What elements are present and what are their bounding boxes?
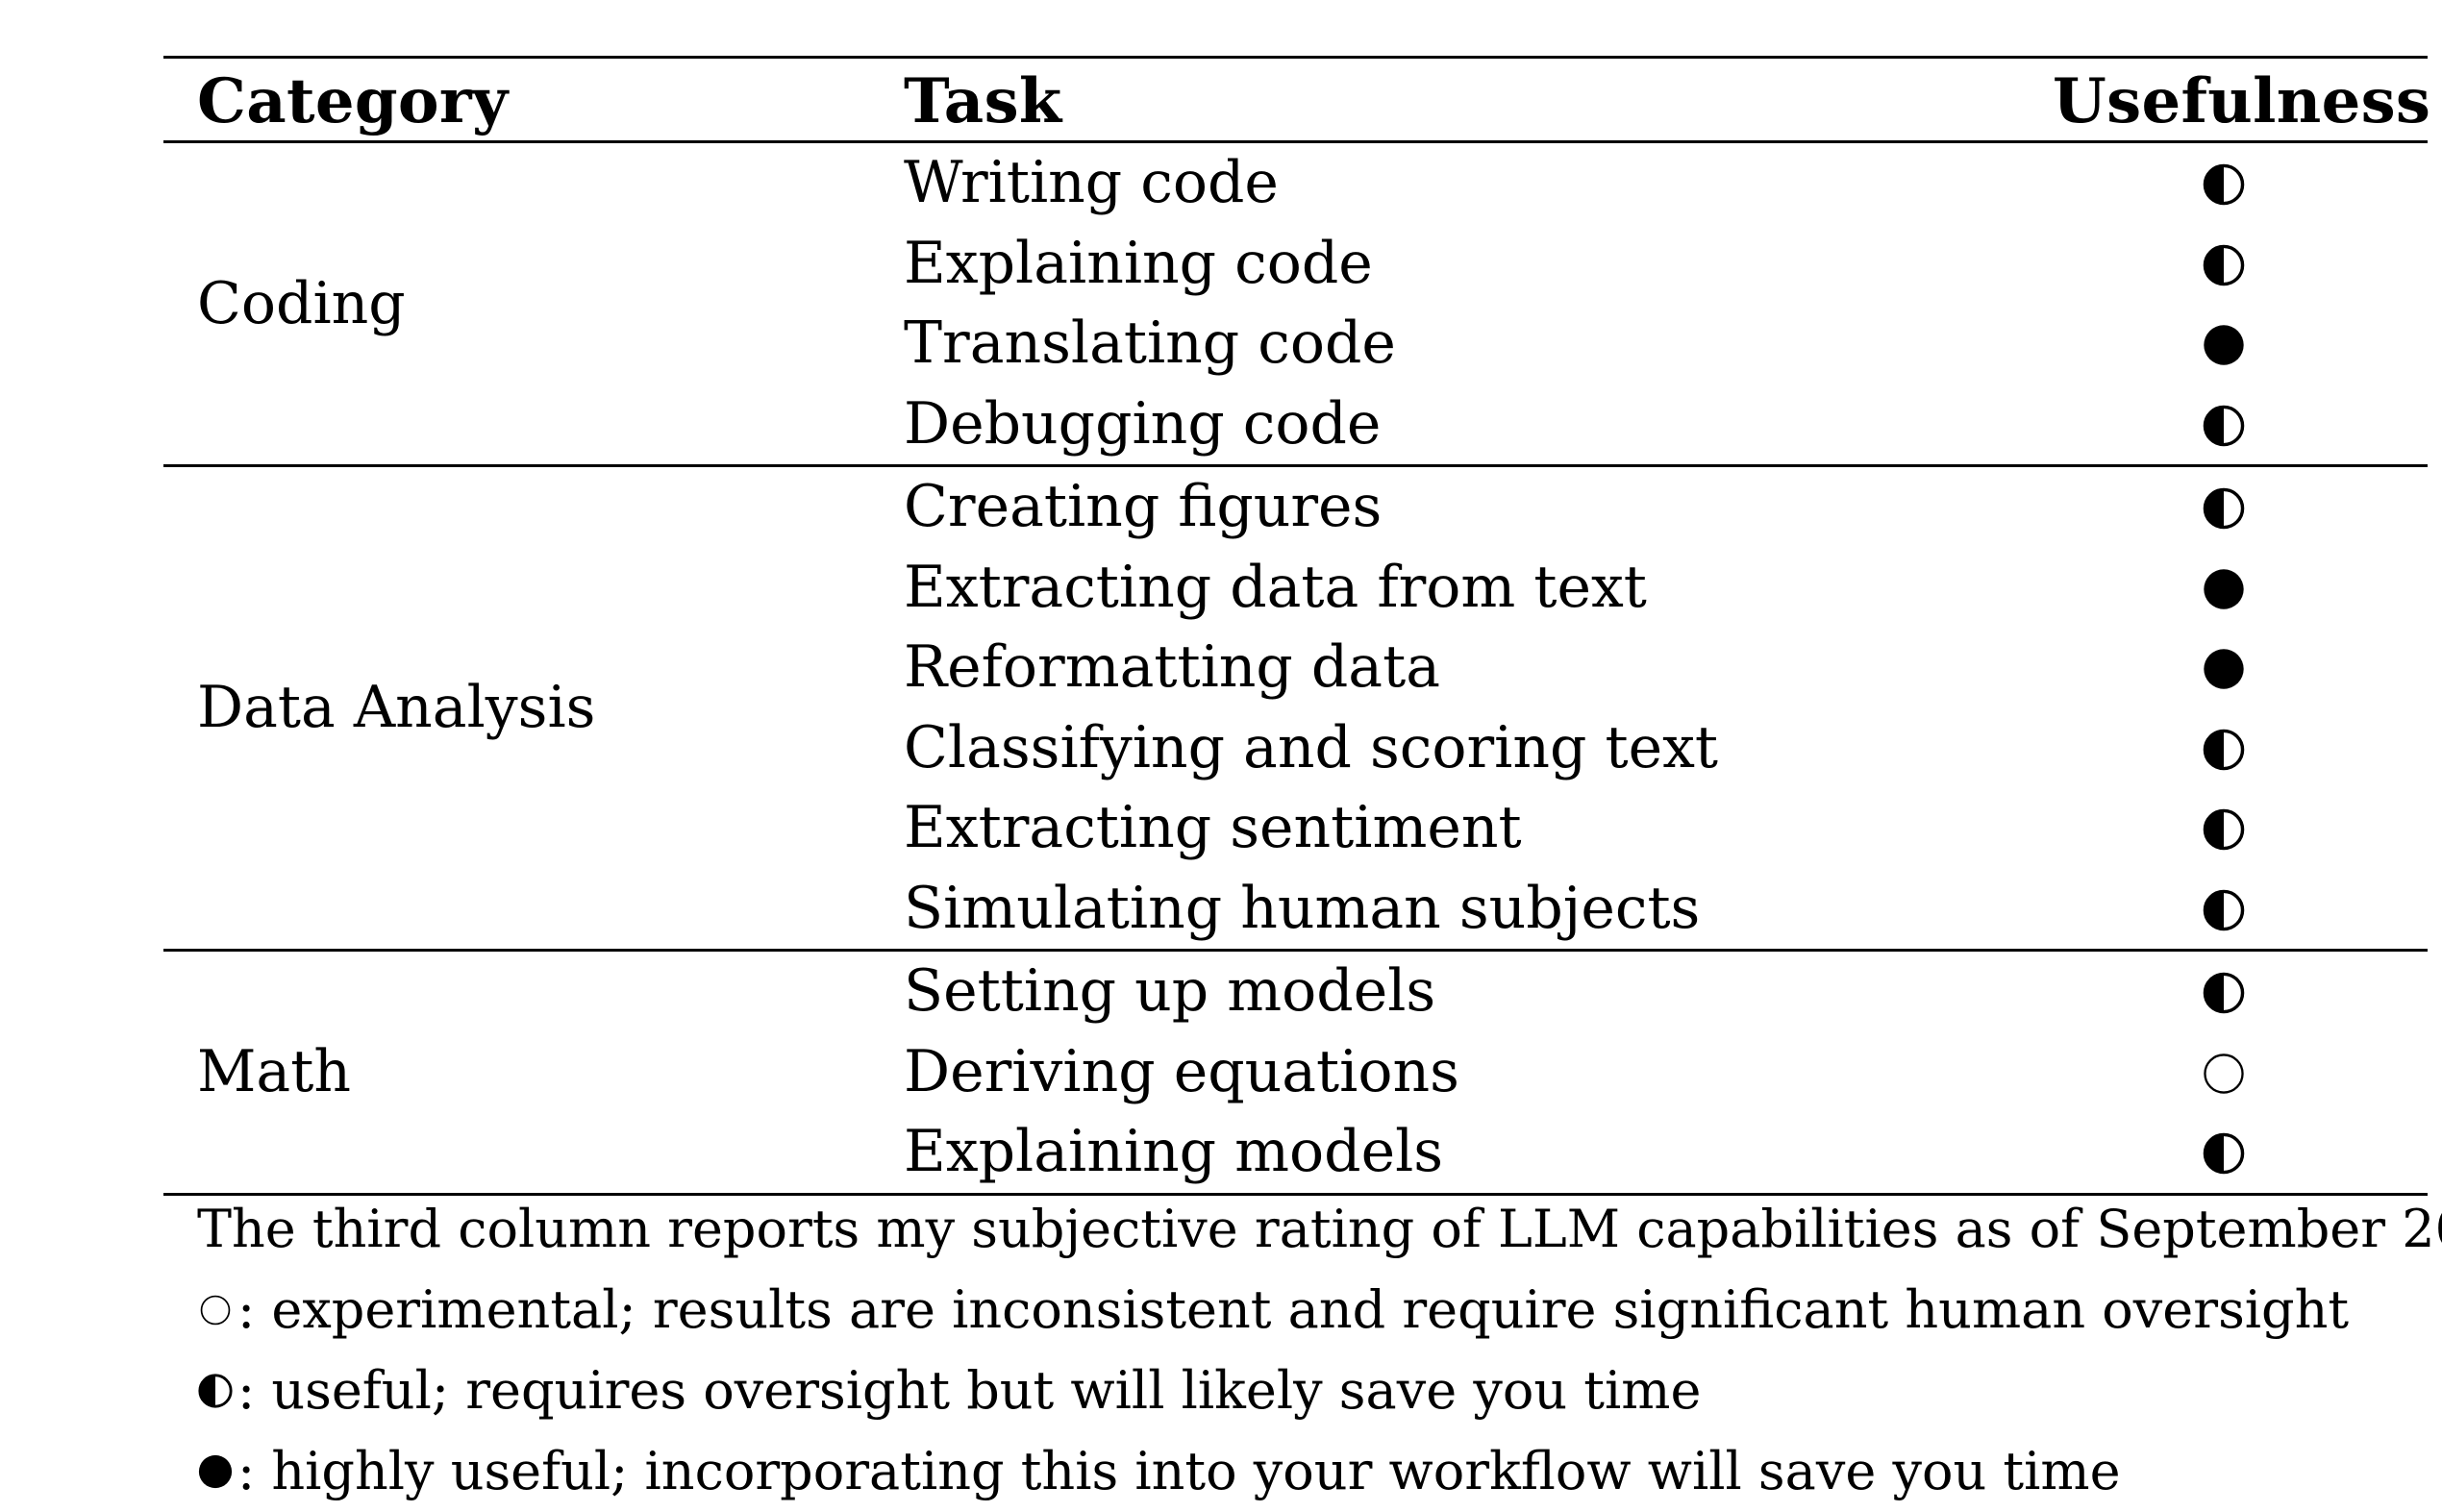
filled-circle-icon [2204, 325, 2244, 365]
empty-circle-icon [200, 1295, 231, 1326]
table-body: Writing code Explaining code Translating c… [163, 143, 2428, 1196]
table-row: Writing code [163, 143, 2428, 224]
legend-intro: The third column reports my subjective r… [197, 1189, 2442, 1270]
half-filled-circle-icon [2203, 405, 2245, 446]
task-cell: Explaining code [904, 229, 1373, 297]
half-filled-circle-icon [2203, 244, 2245, 285]
task-cell: Reformatting data [904, 633, 1440, 701]
half-filled-circle-icon [2203, 889, 2245, 930]
empty-circle-icon [2204, 1053, 2244, 1094]
half-filled-circle-icon [2203, 1132, 2245, 1175]
half-filled-circle-icon [2203, 729, 2245, 770]
half-filled-circle-icon [2203, 808, 2245, 851]
table-row: Translating code [163, 304, 2428, 384]
group-rule [163, 464, 2428, 467]
usefulness-cell [2202, 243, 2246, 287]
task-cell: Deriving equations [904, 1037, 1459, 1105]
half-filled-circle-icon [198, 1374, 233, 1408]
table-row: Setting up models [163, 952, 2428, 1032]
bottom-rule [163, 1192, 2428, 1196]
task-cell: Explaining models [904, 1118, 1444, 1185]
filled-circle-icon [2204, 568, 2244, 609]
table-row: Reformatting data [163, 628, 2428, 708]
legend-symbol [197, 1453, 234, 1490]
legend-item-text: : highly useful; incorporating this into… [237, 1441, 2121, 1501]
task-cell: Setting up models [904, 957, 1436, 1025]
legend: The third column reports my subjective r… [197, 1189, 2442, 1512]
filled-circle-icon [2204, 649, 2244, 689]
table-row: Explaining code [163, 224, 2428, 305]
usefulness-cell [2202, 404, 2246, 448]
table-group: Setting up models Deriving equations Expla… [163, 952, 2428, 1193]
usefulness-cell [2202, 971, 2246, 1015]
header-task: Task [904, 65, 1062, 137]
usefulness-cell [2202, 323, 2246, 367]
task-cell: Simulating human subjects [904, 874, 1701, 942]
usefulness-cell [2202, 162, 2246, 207]
table-row: Extracting data from text [163, 548, 2428, 629]
legend-symbol [197, 1373, 234, 1409]
legend-items: : experimental; results are inconsistent… [197, 1270, 2428, 1512]
legend-intro-text: The third column reports my subjective r… [197, 1199, 2442, 1259]
usefulness-cell [2202, 486, 2246, 531]
usefulness-cell [2202, 728, 2246, 772]
usefulness-cell [2202, 567, 2246, 611]
legend-symbol [197, 1292, 234, 1328]
half-filled-circle-icon [2203, 163, 2245, 206]
header-usefulness: Usefulness [2053, 65, 2431, 137]
legend-item-text: : useful; requires oversight but will li… [237, 1360, 1702, 1421]
legend-item: : experimental; results are inconsistent… [197, 1270, 2428, 1351]
half-filled-circle-icon [2203, 487, 2245, 530]
category-cell: Data Analysis [197, 674, 596, 741]
task-cell: Debugging code [904, 389, 1382, 458]
usefulness-cell [2202, 1131, 2246, 1176]
table-row: Extracting sentiment [163, 788, 2428, 869]
legend-item: : highly useful; incorporating this into… [197, 1431, 2428, 1512]
legend-item-text: : experimental; results are inconsistent… [237, 1279, 2350, 1340]
half-filled-circle-icon [2203, 972, 2245, 1014]
task-cell: Writing code [904, 149, 1279, 216]
usefulness-cell [2202, 647, 2246, 691]
usefulness-cell [2202, 888, 2246, 932]
table-group: Creating figures Extracting data from tex… [163, 467, 2428, 949]
table-group: Writing code Explaining code Translating c… [163, 143, 2428, 464]
filled-circle-icon [198, 1454, 233, 1489]
top-rule [163, 56, 2428, 59]
table-row: Debugging code [163, 384, 2428, 465]
task-cell: Translating code [904, 310, 1396, 377]
task-cell: Extracting sentiment [904, 794, 1522, 861]
table-header: Category Task Usefulness [163, 59, 2431, 140]
category-cell: Math [197, 1037, 351, 1105]
table-row: Deriving equations [163, 1032, 2428, 1113]
task-cell: Classifying and scoring text [904, 713, 1719, 781]
usefulness-table: Category Task Usefulness Writing code Exp… [163, 56, 2431, 1196]
usefulness-cell [2202, 807, 2246, 852]
table-row: Simulating human subjects [163, 869, 2428, 950]
table-row: Explaining models [163, 1112, 2428, 1193]
table-row: Creating figures [163, 467, 2428, 548]
header-rule [163, 140, 2428, 143]
header-category: Category [197, 65, 509, 137]
category-cell: Coding [197, 269, 406, 337]
table-row: Classifying and scoring text [163, 708, 2428, 789]
task-cell: Creating figures [904, 473, 1383, 540]
group-rule [163, 949, 2428, 952]
task-cell: Extracting data from text [904, 553, 1647, 621]
legend-item: : useful; requires oversight but will li… [197, 1351, 2428, 1431]
usefulness-cell [2202, 1052, 2246, 1096]
